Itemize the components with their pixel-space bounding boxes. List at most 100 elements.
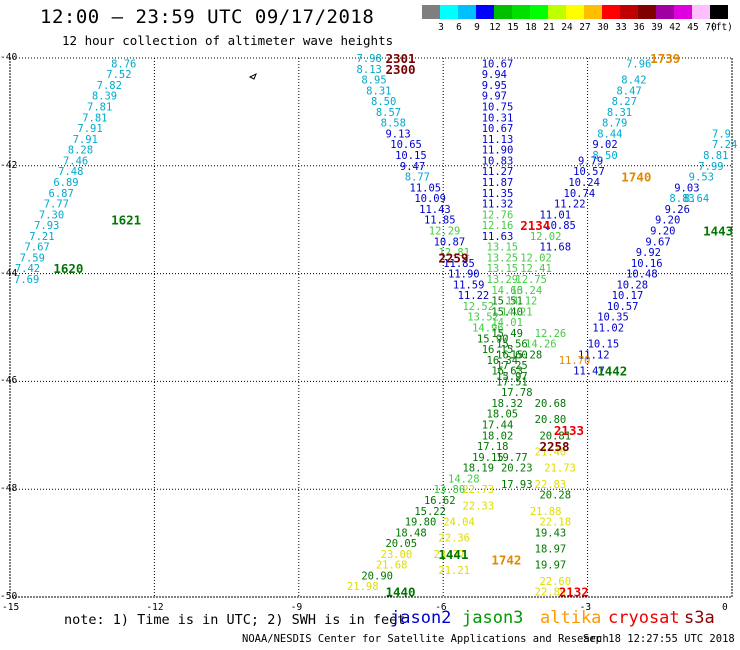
color-scale-label: 36 [633, 22, 645, 33]
wave-height-value: 16.62 [424, 495, 456, 507]
wave-height-value: 10.75 [482, 102, 514, 114]
wave-height-value: 22.73 [462, 484, 494, 496]
wave-height-value: 7.96 [626, 58, 651, 70]
wave-height-value: 7.93 [34, 220, 59, 232]
wave-height-value: 7.24 [712, 139, 737, 151]
wave-height-value: 12.75 [515, 274, 547, 286]
wave-height-value: 8.39 [92, 91, 117, 103]
wave-height-value: 11.68 [539, 242, 571, 254]
wave-height-value: 12.81 [438, 247, 470, 259]
wave-height-value: 11.01 [539, 209, 571, 221]
wave-height-value: 11.47 [573, 366, 605, 378]
wave-height-value: 9.20 [655, 215, 680, 227]
color-swatch [602, 5, 620, 19]
wave-height-value: 10.65 [390, 139, 422, 151]
wave-height-value: 17.93 [501, 479, 533, 491]
wave-height-value: 17.44 [482, 420, 514, 432]
wave-height-value: 12.52 [462, 301, 494, 313]
color-swatch [530, 5, 548, 19]
track-time-label: 2133 [554, 423, 584, 438]
wave-height-value: 24.04 [443, 517, 475, 529]
color-scale-label: 27 [579, 22, 591, 33]
wave-height-value: 10.15 [395, 150, 427, 162]
track-time-label: 1621 [111, 213, 141, 228]
wave-height-value: 12.02 [520, 252, 552, 264]
wave-height-value: 10.74 [564, 188, 596, 200]
wave-height-value: 7.42 [15, 263, 40, 275]
wave-height-value: 6.87 [49, 188, 74, 200]
wave-height-value: 8.81 [703, 150, 728, 162]
wave-height-value: 14.66 [491, 285, 523, 297]
wave-height-value: 11.27 [482, 166, 514, 178]
wave-height-value: 14.26 [525, 339, 557, 351]
wave-height-value: 8.57 [376, 107, 401, 119]
wave-height-value: 20.81 [539, 430, 571, 442]
wave-height-value: 8.76 [111, 58, 136, 70]
wave-height-value: 21.68 [376, 560, 408, 572]
wave-height-value: 15.97 [496, 371, 528, 383]
color-scale-label: 24 [561, 22, 573, 33]
wave-height-value: 15.22 [414, 506, 446, 518]
wave-height-value: 8.95 [361, 75, 386, 87]
wave-height-value: 8.31 [366, 85, 391, 97]
wave-height-value: 8.27 [612, 96, 637, 108]
wave-height-value: 12.41 [520, 263, 552, 275]
wave-height-value: 7.82 [97, 80, 122, 92]
wave-height-value: 7.52 [106, 69, 131, 81]
wave-height-value: 20.80 [535, 414, 567, 426]
wave-height-value: 9.20 [650, 225, 675, 237]
wave-height-value: 11.05 [410, 182, 442, 194]
wave-height-value: 9.26 [665, 204, 690, 216]
longitude-tick-label: -6 [435, 602, 447, 613]
longitude-tick-label: 0 [722, 602, 728, 613]
wave-height-value: 16.34 [487, 355, 519, 367]
track-time-label: 2301 [385, 51, 415, 66]
map-frame [9, 57, 733, 598]
wave-height-value: 13.15 [487, 263, 519, 275]
wave-height-value: 21.40 [535, 446, 567, 458]
wave-height-value: 9.95 [482, 80, 507, 92]
wave-height-value: 11.13 [482, 134, 514, 146]
wave-height-value: 10.57 [573, 166, 605, 178]
wave-height-value: 11.63 [482, 231, 514, 243]
track-time-label: 2258 [539, 439, 569, 454]
wave-height-value: 12.16 [482, 220, 514, 232]
wave-height-value: 19.77 [496, 452, 528, 464]
longitude-tick-label: -15 [2, 602, 20, 613]
color-swatch [692, 5, 710, 19]
wave-height-value: 7.48 [58, 166, 83, 178]
track-time-label: 2134 [520, 218, 550, 233]
color-scale-label: 45 [687, 22, 699, 33]
color-swatch [422, 5, 440, 19]
map-title: 12:00 – 23:59 UTC 09/17/2018 [40, 6, 375, 28]
wave-height-value: 13.15 [487, 242, 519, 254]
longitude-tick-label: -3 [579, 602, 592, 613]
wave-height-value: 21.73 [544, 463, 576, 475]
color-scale-label: 21 [543, 22, 555, 33]
color-swatch [710, 5, 728, 19]
wave-height-value: 11.22 [458, 290, 490, 302]
wave-height-value: 21.88 [530, 506, 562, 518]
wave-height-value: 17.78 [501, 387, 533, 399]
wave-height-value: 8.58 [381, 118, 406, 130]
wave-height-value: 9.94 [482, 69, 507, 81]
wave-height-value: 11.85 [424, 215, 456, 227]
color-swatch [512, 5, 530, 19]
color-scale-label: 6 [456, 22, 462, 33]
wave-height-value: 11.12 [578, 349, 610, 361]
longitude-tick-label: -12 [146, 602, 164, 613]
latitude-tick-label: -46 [0, 375, 18, 387]
track-time-label: 1740 [621, 170, 651, 185]
wave-height-value: 10.83 [482, 155, 514, 167]
wave-height-value: 10.17 [612, 290, 644, 302]
wave-height-value: 13.52 [467, 312, 499, 324]
wave-height-value: 17.18 [477, 441, 509, 453]
color-swatch [548, 5, 566, 19]
wave-height-value: 7.91 [77, 123, 102, 135]
wave-height-value: 9.97 [482, 91, 507, 103]
wave-height-value: 7.98 [357, 53, 382, 65]
wave-height-value: 20.05 [385, 538, 417, 550]
wave-height-value: 9.79 [578, 155, 603, 167]
wave-height-value: 11.32 [482, 199, 514, 211]
